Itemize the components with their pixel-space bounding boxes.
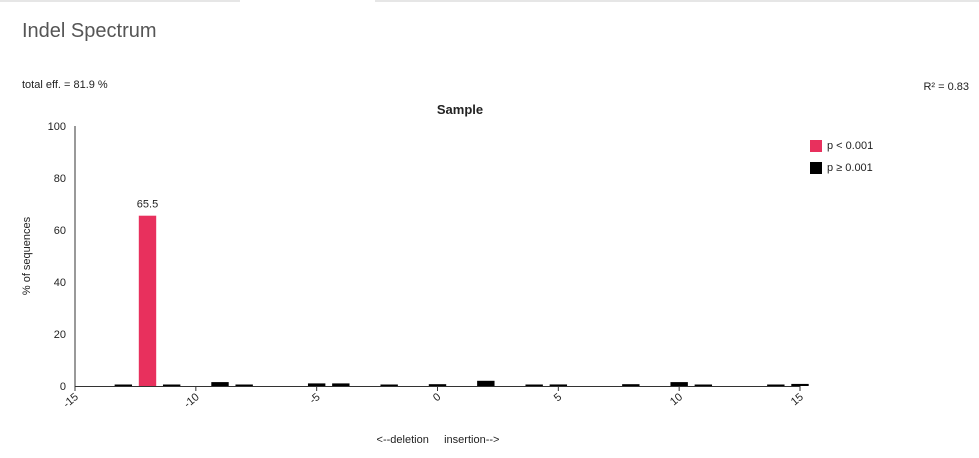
legend-item-not-significant: p ≥ 0.001 xyxy=(810,157,873,179)
bar xyxy=(549,384,568,386)
x-tick-label: 5 xyxy=(552,391,564,404)
y-tick-label: 60 xyxy=(54,225,66,237)
legend-label-significant: p < 0.001 xyxy=(827,140,874,152)
bar xyxy=(525,384,543,386)
x-tick-label: 15 xyxy=(789,391,806,408)
bar xyxy=(235,384,253,386)
y-tick-label: 40 xyxy=(54,277,66,289)
bar xyxy=(670,382,688,386)
y-tick-label: 100 xyxy=(48,121,66,133)
bar xyxy=(211,382,229,386)
legend-item-significant: p < 0.001 xyxy=(810,135,873,157)
chart-legend: p < 0.001 p ≥ 0.001 xyxy=(810,135,873,179)
x-tick-label: -5 xyxy=(307,391,322,406)
bar xyxy=(307,383,326,386)
bar-value-label: 65.5 xyxy=(137,199,158,211)
bar xyxy=(332,383,350,386)
chart-title: Sample xyxy=(437,102,483,117)
x-tick-label: -10 xyxy=(182,391,202,410)
x-axis-label: <--deletion insertion--> xyxy=(377,434,500,446)
legend-swatch-not-significant xyxy=(810,162,822,174)
bar xyxy=(622,384,640,386)
bar xyxy=(791,383,809,386)
active-tab-indicator xyxy=(240,0,375,2)
bar xyxy=(380,384,398,386)
y-axis-label: % of sequences xyxy=(21,216,33,295)
bar xyxy=(477,380,495,386)
top-divider xyxy=(0,0,979,2)
bar xyxy=(694,384,713,386)
x-tick-label: -15 xyxy=(61,391,81,410)
bar xyxy=(767,384,785,386)
x-tick-label: 0 xyxy=(431,391,443,404)
bar xyxy=(114,384,133,386)
total-efficiency-label: total eff. = 81.9 % xyxy=(22,79,108,91)
legend-swatch-significant xyxy=(810,140,822,152)
indel-spectrum-chart: Sample 0 20 40 60 80 100 -15 -10 -5 0 5 10 15 % of seq… xyxy=(21,102,809,446)
bar xyxy=(162,384,181,386)
y-tick-label: 80 xyxy=(54,173,66,185)
y-tick-label: 0 xyxy=(60,381,66,393)
x-tick-label: 10 xyxy=(668,391,685,408)
y-tick-label: 20 xyxy=(54,329,66,341)
legend-label-not-significant: p ≥ 0.001 xyxy=(827,162,873,174)
page-title: Indel Spectrum xyxy=(22,20,157,42)
bar-significant xyxy=(138,215,157,386)
r-squared-label: R² = 0.83 xyxy=(923,81,969,93)
bar xyxy=(428,384,447,386)
